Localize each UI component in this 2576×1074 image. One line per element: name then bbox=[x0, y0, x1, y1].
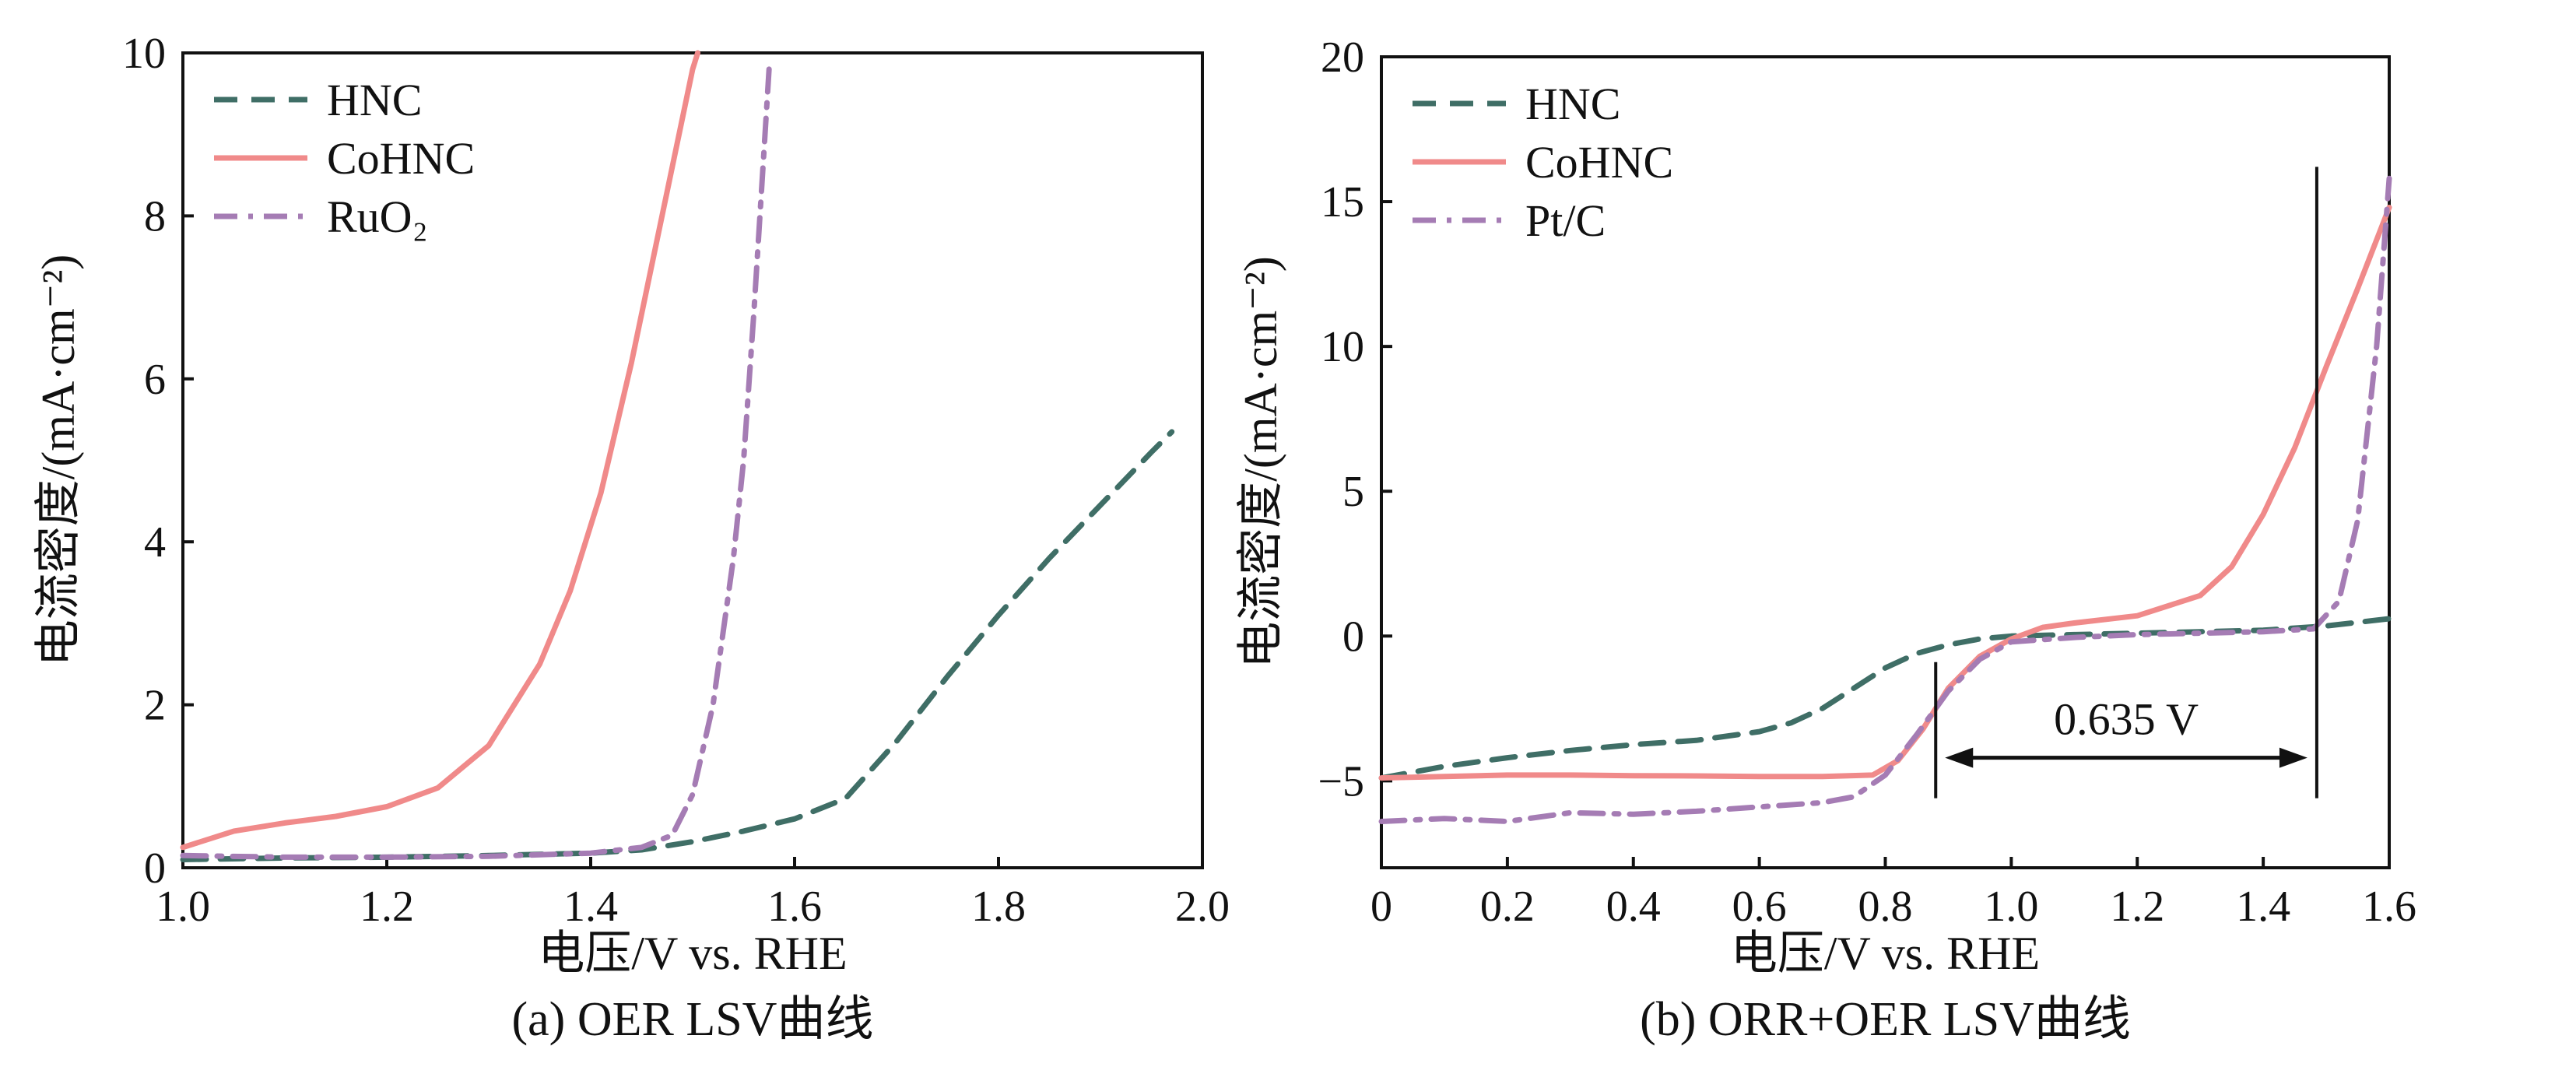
y-tick-label: 8 bbox=[144, 192, 166, 240]
y-tick-label: 6 bbox=[144, 356, 166, 404]
x-tick-label: 1.2 bbox=[360, 883, 414, 931]
annotation-arrowhead-left bbox=[1945, 747, 1974, 768]
series-line-hnc bbox=[180, 429, 1175, 862]
y-axis-label: 电流密度/(mA·cm⁻²) bbox=[33, 254, 84, 667]
x-tick-label: 1.6 bbox=[767, 883, 822, 931]
series-line-cohnc bbox=[1378, 205, 2392, 781]
y-tick-label: 0 bbox=[144, 844, 166, 893]
chart-oer-lsv: 1.0 1.2 1.4 1.6 1.8 2.0 0 2 4 6 8 10 HNC CoHNC RuO₂ 电压/… bbox=[33, 30, 1230, 1046]
annotation-label: 0.635 V bbox=[2054, 694, 2199, 745]
series-line-ruo- bbox=[180, 66, 772, 860]
y-tick-label: 10 bbox=[1321, 323, 1364, 371]
x-tick-label: 1.0 bbox=[156, 883, 210, 931]
x-tick-label: 2.0 bbox=[1175, 883, 1230, 931]
chart-caption: (a) OER LSV曲线 bbox=[512, 993, 874, 1046]
x-tick-label: 0.8 bbox=[1858, 883, 1913, 931]
x-tick-label: 1.8 bbox=[971, 883, 1026, 931]
x-tick-label: 0.4 bbox=[1606, 883, 1661, 931]
series-line-hnc bbox=[1378, 616, 2392, 781]
x-tick-label: 1.0 bbox=[1984, 883, 2038, 931]
x-tick-label: 0.6 bbox=[1732, 883, 1787, 931]
legend-label: HNC bbox=[1525, 79, 1620, 129]
y-tick-label: 10 bbox=[122, 30, 166, 78]
y-tick-label: 5 bbox=[1342, 468, 1364, 516]
plot-frame bbox=[181, 51, 1204, 869]
chart-caption: (b) ORR+OER LSV曲线 bbox=[1640, 993, 2131, 1046]
series-line-cohnc bbox=[180, 50, 700, 851]
annotation-arrowhead-right bbox=[2279, 747, 2308, 768]
x-axis-label: 电压/V vs. RHE bbox=[1731, 928, 2040, 979]
x-tick-label: 0.2 bbox=[1480, 883, 1535, 931]
x-tick-label: 1.4 bbox=[2236, 883, 2290, 931]
x-tick-label: 1.6 bbox=[2362, 883, 2416, 931]
x-axis-label: 电压/V vs. RHE bbox=[538, 928, 847, 979]
y-tick-label: 2 bbox=[144, 682, 166, 730]
legend-label: RuO₂ bbox=[327, 191, 428, 242]
y-tick-label: −5 bbox=[1318, 757, 1364, 806]
y-axis-label: 电流密度/(mA·cm⁻²) bbox=[1235, 256, 1286, 669]
x-tick-label: 1.2 bbox=[2110, 883, 2164, 931]
y-tick-label: 0 bbox=[1342, 612, 1364, 661]
y-tick-label: 15 bbox=[1321, 178, 1364, 226]
legend-label: CoHNC bbox=[1525, 137, 1673, 188]
x-tick-label: 1.4 bbox=[563, 883, 618, 931]
series-line-pt-c bbox=[1378, 175, 2392, 824]
legend-label: CoHNC bbox=[327, 133, 475, 184]
y-tick-label: 20 bbox=[1321, 33, 1364, 82]
legend-label: Pt/C bbox=[1525, 195, 1606, 246]
x-tick-label: 0 bbox=[1370, 883, 1392, 931]
legend-label: HNC bbox=[327, 75, 422, 125]
chart-orr-oer-lsv: 0 0.2 0.4 0.6 0.8 1.0 1.2 1.4 1.6 −5 0 5 10 15 20 HNC Co… bbox=[1235, 33, 2416, 1046]
y-tick-label: 4 bbox=[144, 518, 166, 567]
